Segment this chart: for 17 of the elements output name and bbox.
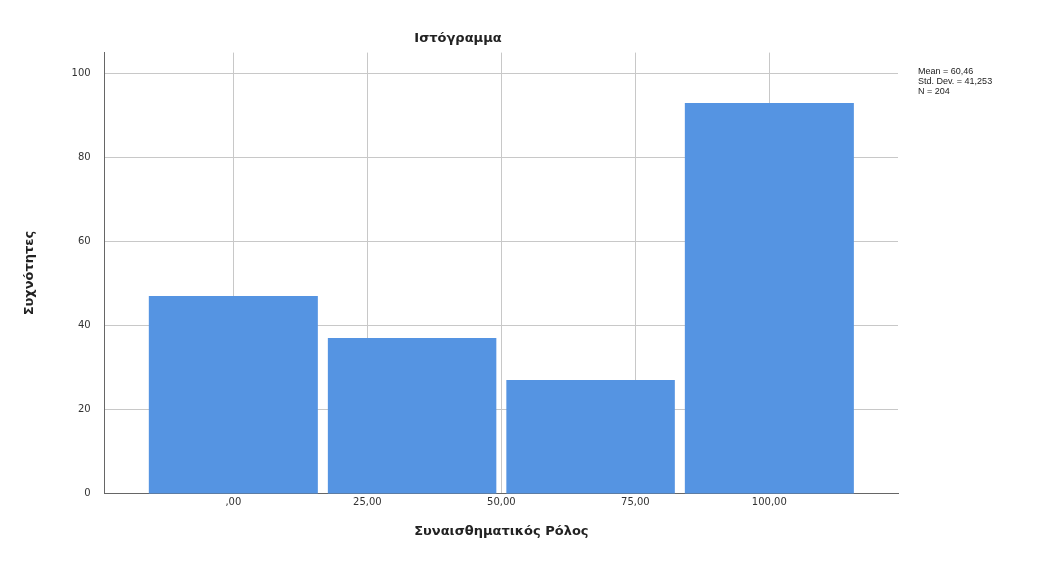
y-tick-label: 100 xyxy=(71,67,91,79)
y-tick-label: 0 xyxy=(84,486,91,498)
text: Mean = 60,46 xyxy=(918,65,974,76)
text: Std. Dev. = 41,253 xyxy=(918,75,993,86)
x-tick-label: 100,00 xyxy=(751,495,787,507)
chart-title: Ιστόγραμμα xyxy=(414,30,502,46)
x-tick-label: ,00 xyxy=(225,495,242,507)
x-axis-title: Συναισθηματικός Ρόλος xyxy=(414,522,589,538)
y-tick-label: 40 xyxy=(77,319,91,331)
y-tick-label: 60 xyxy=(77,235,91,247)
x-tick-label: 50,00 xyxy=(487,495,516,507)
y-axis-title: Συχνότητες xyxy=(21,230,37,316)
y-tick-label: 20 xyxy=(77,403,91,415)
text: N = 204 xyxy=(918,85,950,96)
y-tick-label: 80 xyxy=(77,151,91,163)
x-tick-label: 75,00 xyxy=(621,495,650,507)
x-tick-label: 25,00 xyxy=(353,495,382,507)
